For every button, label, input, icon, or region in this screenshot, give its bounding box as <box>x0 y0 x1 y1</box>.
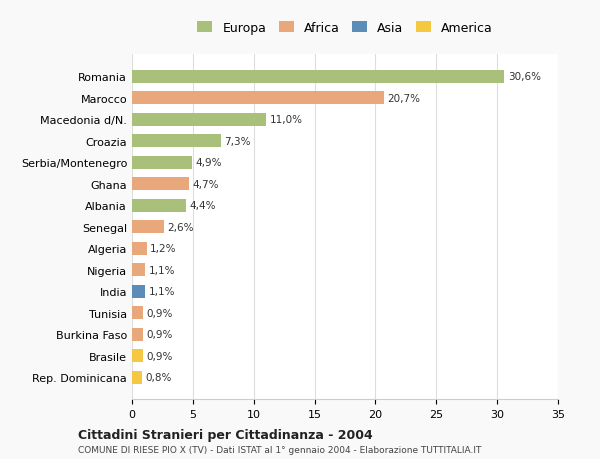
Bar <box>132 328 143 341</box>
Bar <box>132 263 145 276</box>
Bar <box>132 371 142 384</box>
Bar <box>132 113 266 127</box>
Text: 2,6%: 2,6% <box>167 222 194 232</box>
Bar <box>132 178 189 191</box>
Bar <box>132 157 191 169</box>
Text: 0,9%: 0,9% <box>146 308 173 318</box>
Text: 1,1%: 1,1% <box>149 286 176 297</box>
Text: 1,2%: 1,2% <box>150 244 177 254</box>
Text: 0,9%: 0,9% <box>146 330 173 339</box>
Bar <box>132 135 221 148</box>
Bar <box>132 242 146 255</box>
Text: 20,7%: 20,7% <box>388 94 421 104</box>
Bar <box>132 199 185 212</box>
Text: COMUNE DI RIESE PIO X (TV) - Dati ISTAT al 1° gennaio 2004 - Elaborazione TUTTIT: COMUNE DI RIESE PIO X (TV) - Dati ISTAT … <box>78 445 481 454</box>
Text: 0,9%: 0,9% <box>146 351 173 361</box>
Legend: Europa, Africa, Asia, America: Europa, Africa, Asia, America <box>193 17 497 39</box>
Text: 4,9%: 4,9% <box>195 158 222 168</box>
Bar <box>132 92 384 105</box>
Text: 7,3%: 7,3% <box>224 136 251 146</box>
Bar <box>132 285 145 298</box>
Text: 1,1%: 1,1% <box>149 265 176 275</box>
Bar <box>132 71 505 84</box>
Text: 4,4%: 4,4% <box>189 201 216 211</box>
Text: 0,8%: 0,8% <box>145 372 172 382</box>
Bar <box>132 307 143 319</box>
Bar <box>132 349 143 362</box>
Bar <box>132 221 164 234</box>
Text: 30,6%: 30,6% <box>508 72 541 82</box>
Text: Cittadini Stranieri per Cittadinanza - 2004: Cittadini Stranieri per Cittadinanza - 2… <box>78 428 373 441</box>
Text: 11,0%: 11,0% <box>269 115 302 125</box>
Text: 4,7%: 4,7% <box>193 179 220 189</box>
